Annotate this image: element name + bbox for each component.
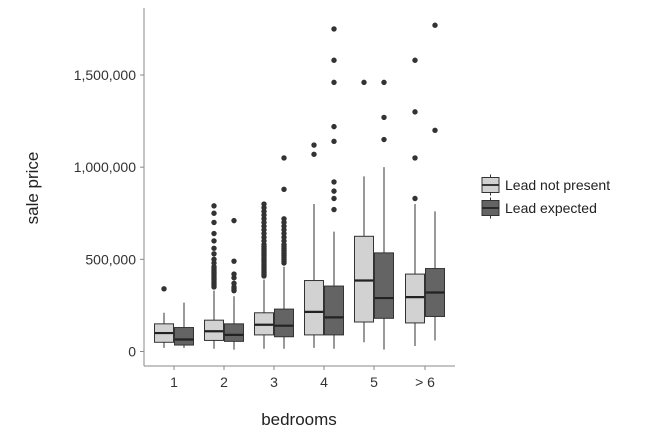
outlier-point <box>261 201 267 207</box>
box-body <box>405 273 425 324</box>
box-lead-not-present <box>204 203 224 349</box>
box-lead-expected <box>425 22 445 341</box>
outlier-point <box>331 206 337 213</box>
box-lead-expected <box>174 302 194 348</box>
outlier-point <box>381 114 387 121</box>
outlier-point <box>331 195 337 202</box>
box-body <box>324 285 344 336</box>
x-tick-label: > 6 <box>415 374 435 390</box>
outlier-point <box>231 217 237 224</box>
outlier-point <box>381 79 387 86</box>
outlier-point <box>412 109 418 115</box>
outlier-point <box>211 210 217 216</box>
outlier-point <box>331 188 337 194</box>
outlier-point <box>211 203 217 209</box>
outlier-point <box>331 123 337 130</box>
outlier-point <box>331 79 337 86</box>
x-axis-title: bedrooms <box>261 410 337 429</box>
outlier-point <box>231 258 237 264</box>
outlier-point <box>211 256 217 263</box>
box-body <box>354 235 374 323</box>
outlier-point <box>211 251 217 257</box>
box-lead-not-present <box>254 201 274 349</box>
box-lead-not-present <box>405 57 425 346</box>
outlier-point <box>311 151 317 157</box>
outlier-point <box>231 280 237 286</box>
outlier-point <box>161 286 167 292</box>
box-body <box>374 252 394 319</box>
outlier-point <box>412 155 418 161</box>
x-tick-label: 1 <box>170 374 178 390</box>
box-lead-not-present <box>304 142 324 348</box>
x-tick-label: 2 <box>220 374 228 390</box>
outlier-point <box>281 186 287 192</box>
legend-label: Lead expected <box>505 200 597 216</box>
outlier-point <box>331 179 337 185</box>
outlier-point <box>281 216 287 222</box>
box-body <box>274 308 294 338</box>
box-lead-not-present <box>154 286 174 348</box>
boxes-layer <box>154 22 445 350</box>
outlier-point <box>331 138 337 145</box>
x-tick-label: 3 <box>270 374 278 390</box>
outlier-point <box>311 142 317 148</box>
outlier-point <box>211 230 217 237</box>
outlier-point <box>412 57 418 63</box>
outlier-point <box>211 219 217 226</box>
y-tick-label: 0 <box>128 344 136 360</box>
outlier-point <box>381 136 387 143</box>
outlier-point <box>211 238 217 244</box>
box-lead-expected <box>274 155 294 349</box>
outlier-point <box>432 127 438 133</box>
legend-label: Lead not present <box>505 177 610 193</box>
outlier-point <box>281 155 287 161</box>
legend-item: Lead not present <box>481 174 610 196</box>
outlier-point <box>231 271 237 277</box>
box-lead-expected <box>374 79 394 350</box>
y-tick-label: 1,000,000 <box>74 159 136 175</box>
y-tick-label: 500,000 <box>85 251 136 267</box>
box-lead-expected <box>224 217 244 350</box>
legend: Lead not present Lead expected <box>481 174 610 219</box>
outlier-point <box>211 245 217 251</box>
outlier-point <box>432 22 438 28</box>
outlier-point <box>331 57 337 63</box>
x-tick-label: 4 <box>320 374 328 390</box>
x-ticks: 1 2 3 4 5 > 6 <box>170 366 435 390</box>
outlier-point <box>361 79 367 86</box>
outlier-point <box>331 26 337 32</box>
y-axis-title: sale price <box>23 152 42 225</box>
y-ticks: 0 500,000 1,000,000 1,500,000 <box>74 67 144 360</box>
y-tick-label: 1,500,000 <box>74 67 136 83</box>
legend-item: Lead expected <box>481 197 597 219</box>
x-tick-label: 5 <box>370 374 378 390</box>
box-body <box>224 323 244 342</box>
box-lead-not-present <box>354 79 374 343</box>
box-lead-expected <box>324 26 344 349</box>
box-body <box>174 327 194 346</box>
box-body <box>304 280 324 336</box>
outlier-point <box>412 195 418 202</box>
